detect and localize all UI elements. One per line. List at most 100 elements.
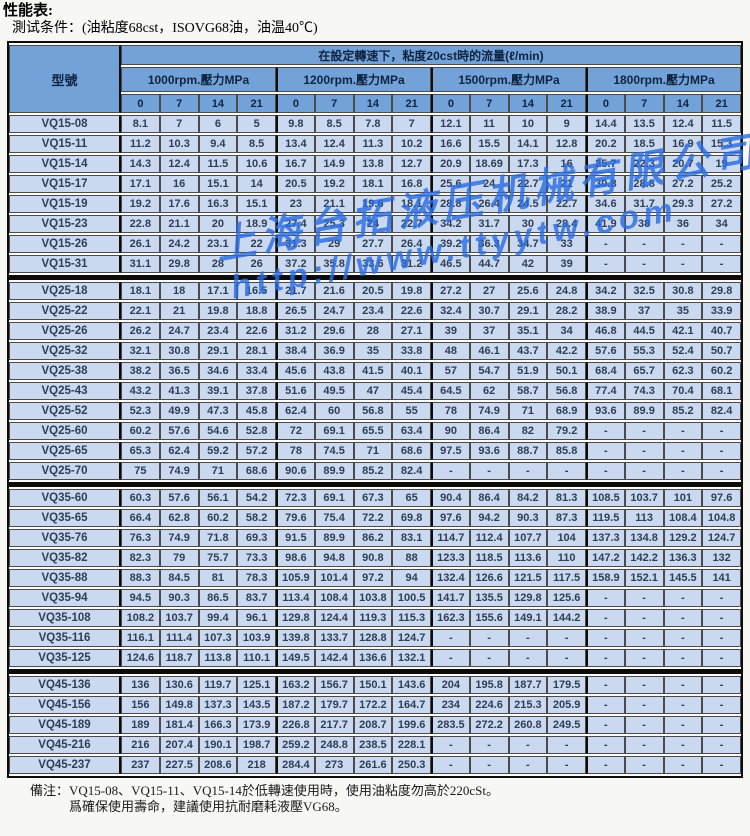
value-cell: - (586, 629, 625, 647)
value-cell: - (624, 609, 664, 627)
value-cell: 62 (469, 382, 509, 400)
value-cell: 27.4 (276, 215, 315, 233)
value-cell: - (508, 649, 548, 667)
value-cell: 28.8 (624, 175, 664, 193)
value-cell: 39 (431, 322, 470, 340)
value-cell: 129.2 (663, 529, 703, 547)
value-cell: - (431, 649, 470, 667)
value-cell: - (469, 756, 509, 774)
value-cell: - (702, 676, 741, 694)
value-cell: 187.2 (276, 696, 315, 714)
value-cell: 7 (159, 115, 199, 133)
value-cell: 119.3 (353, 609, 393, 627)
value-cell: 11.5 (702, 115, 741, 133)
value-cell: 5 (237, 115, 276, 133)
model-cell: VQ25-38 (9, 362, 121, 380)
value-cell: - (624, 736, 664, 754)
table-body: VQ15-08 8.1 7 6 5 9.8 8.5 7.8 7 12.1 11 10 9 14.4 13.5… (9, 115, 741, 774)
value-cell: 261.6 (353, 756, 393, 774)
table-row: VQ45-237 237 227.5 208.6 218 284.4 273 261.6 250… (9, 756, 741, 774)
value-cell: 9.8 (276, 115, 315, 133)
value-cell: - (702, 462, 741, 480)
pressure-header: 14 (508, 94, 548, 113)
value-cell: 54.2 (237, 489, 276, 507)
model-cell: VQ25-60 (9, 422, 121, 440)
value-cell: 82.4 (392, 462, 431, 480)
value-cell: 52.8 (237, 422, 276, 440)
model-cell: VQ35-88 (9, 569, 121, 587)
value-cell: 43.8 (314, 362, 354, 380)
table-header: 型號 在設定轉速下，粘度20cst時的流量(ℓ/min) 1000rpm.壓力M… (9, 45, 741, 113)
value-cell: 30.8 (159, 342, 199, 360)
value-cell: 86.2 (353, 529, 393, 547)
value-cell: 60.2 (121, 422, 160, 440)
value-cell: 79.2 (547, 422, 586, 440)
value-cell: - (586, 589, 625, 607)
value-cell: 57 (431, 362, 470, 380)
value-cell: 33.4 (237, 362, 276, 380)
table-row: VQ35-76 76.3 74.9 71.8 69.3 91.5 89.9 86.2 83.1 1… (9, 529, 741, 547)
value-cell: 33.9 (702, 302, 741, 320)
value-cell: 88 (392, 549, 431, 567)
table-row: VQ15-19 19.2 17.6 16.3 15.1 23 21.1 19.6 18.1 28.… (9, 195, 741, 213)
value-cell: 29.1 (508, 302, 548, 320)
value-cell: 103.7 (159, 609, 199, 627)
value-cell: 79 (159, 549, 199, 567)
pressure-header: 21 (702, 94, 741, 113)
value-cell: 104 (547, 529, 586, 547)
value-cell: 23.1 (198, 235, 238, 253)
pressure-header: 21 (237, 94, 276, 113)
value-cell: 110 (547, 549, 586, 567)
value-cell: 60.3 (121, 489, 160, 507)
value-cell: 189 (121, 716, 160, 734)
value-cell: - (547, 736, 586, 754)
value-cell: - (624, 589, 664, 607)
value-cell: 94 (392, 569, 431, 587)
value-cell: 79.6 (276, 509, 315, 527)
value-cell: 104.8 (702, 509, 741, 527)
value-cell: 29.3 (663, 195, 703, 213)
value-cell: 124.4 (314, 609, 354, 627)
value-cell: - (702, 629, 741, 647)
table-row: VQ25-70 75 74.9 71 68.6 90.6 89.9 85.2 82.4- - - - -… (9, 462, 741, 480)
value-cell: - (431, 462, 470, 480)
value-cell: 38.4 (276, 342, 315, 360)
value-cell: 24 (469, 175, 509, 193)
value-cell: 128.8 (353, 629, 393, 647)
value-cell: 26.4 (469, 195, 509, 213)
value-cell: 33 (547, 235, 586, 253)
value-cell: 34.7 (508, 235, 548, 253)
table-row: VQ45-156 156 149.8 137.3 143.5 187.2 179.7 172.… (9, 696, 741, 714)
value-cell: - (624, 716, 664, 734)
table-row: VQ35-65 66.4 62.8 60.2 58.2 79.6 75.4 72.2 69.8 9… (9, 509, 741, 527)
value-cell: 48 (431, 342, 470, 360)
value-cell: 112.4 (469, 529, 509, 547)
value-cell: 17.1 (121, 175, 160, 193)
value-cell: - (624, 422, 664, 440)
value-cell: 90 (431, 422, 470, 440)
model-cell: VQ15-26 (9, 235, 121, 253)
value-cell: 7.8 (353, 115, 393, 133)
value-cell: 74.3 (624, 382, 664, 400)
value-cell: 52.4 (663, 342, 703, 360)
value-cell: - (508, 629, 548, 647)
value-cell: 12.4 (314, 135, 354, 153)
value-cell: 8.1 (121, 115, 160, 133)
value-cell: 25.2 (702, 175, 741, 193)
value-cell: - (702, 442, 741, 460)
model-cell: VQ25-32 (9, 342, 121, 360)
table-row: VQ25-60 60.2 57.6 54.6 52.8 72 69.1 65.5 63.4 90 8… (9, 422, 741, 440)
value-cell: 31.2 (276, 322, 315, 340)
value-cell: 86.4 (469, 489, 509, 507)
value-cell: 108.5 (586, 489, 625, 507)
value-cell: 113.8 (198, 649, 238, 667)
value-cell: 27 (469, 282, 509, 300)
value-cell: 124.7 (702, 529, 741, 547)
value-cell: 39 (547, 255, 586, 273)
value-cell: 129.8 (508, 589, 548, 607)
value-cell: 26 (237, 255, 276, 273)
value-cell: 136 (121, 676, 160, 694)
test-conditions: 測试条件：(油粘度68cst，ISOVG68油，油温40℃) (12, 21, 318, 36)
value-cell: - (624, 462, 664, 480)
value-cell: 132.1 (392, 649, 431, 667)
